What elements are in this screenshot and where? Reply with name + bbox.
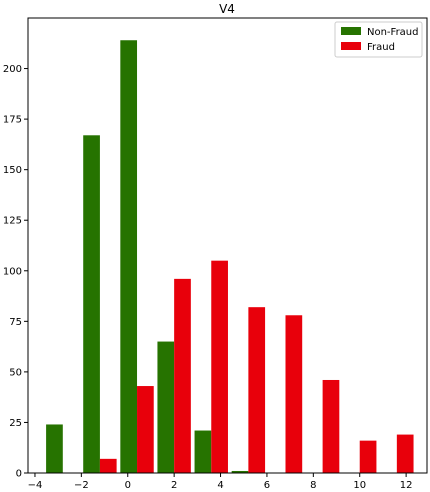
x-axis-ticks: −4 −2 0 2 4 6 8 10 12 [28, 473, 413, 491]
bar-non-fraud-4 [194, 430, 212, 473]
x-tick-label: 2 [171, 480, 177, 491]
y-tick-label: 100 [3, 266, 22, 277]
bar-fraud-7 [322, 379, 340, 473]
x-tick-label: −2 [74, 480, 89, 491]
plot-frame [27, 17, 428, 474]
x-tick-label: 4 [217, 480, 223, 491]
y-tick-label: 175 [3, 115, 22, 126]
bar-fraud-8 [359, 440, 377, 473]
chart-title: V4 [219, 2, 235, 16]
x-tick-label: 6 [264, 480, 270, 491]
x-tick-label: 0 [125, 480, 131, 491]
x-tick-label: −4 [28, 480, 43, 491]
bar-non-fraud-5 [231, 470, 249, 473]
bar-non-fraud-0 [46, 424, 63, 473]
legend-swatch-non-fraud [341, 27, 361, 35]
x-tick-label: 8 [310, 480, 316, 491]
legend-label-non-fraud: Non-Fraud [367, 27, 419, 38]
y-tick-label: 50 [9, 367, 22, 378]
bar-fraud-3 [174, 278, 191, 473]
x-tick-label: 12 [400, 480, 413, 491]
bar-fraud-5 [248, 307, 266, 473]
bar-non-fraud-3 [157, 341, 175, 473]
bar-fraud-9 [396, 434, 414, 473]
y-axis-ticks: 0 25 50 75 100 125 150 175 200 [3, 64, 28, 480]
bar-non-fraud-2 [120, 40, 138, 473]
legend: Non-Fraud Fraud [334, 21, 423, 58]
y-tick-label: 75 [9, 317, 22, 328]
x-tick-label: 10 [353, 480, 366, 491]
y-tick-label: 125 [3, 216, 22, 227]
y-tick-label: 200 [3, 64, 22, 75]
bar-fraud-1 [99, 458, 117, 473]
bar-fraud-2 [137, 386, 154, 473]
y-tick-label: 150 [3, 165, 22, 176]
legend-label-fraud: Fraud [367, 42, 395, 53]
y-tick-label: 25 [9, 418, 22, 429]
legend-swatch-fraud [341, 42, 361, 50]
bar-non-fraud-1 [83, 135, 100, 474]
bar-fraud-4 [211, 260, 228, 473]
bar-fraud-6 [285, 315, 303, 473]
y-tick-label: 0 [16, 469, 22, 480]
bars [46, 40, 414, 474]
